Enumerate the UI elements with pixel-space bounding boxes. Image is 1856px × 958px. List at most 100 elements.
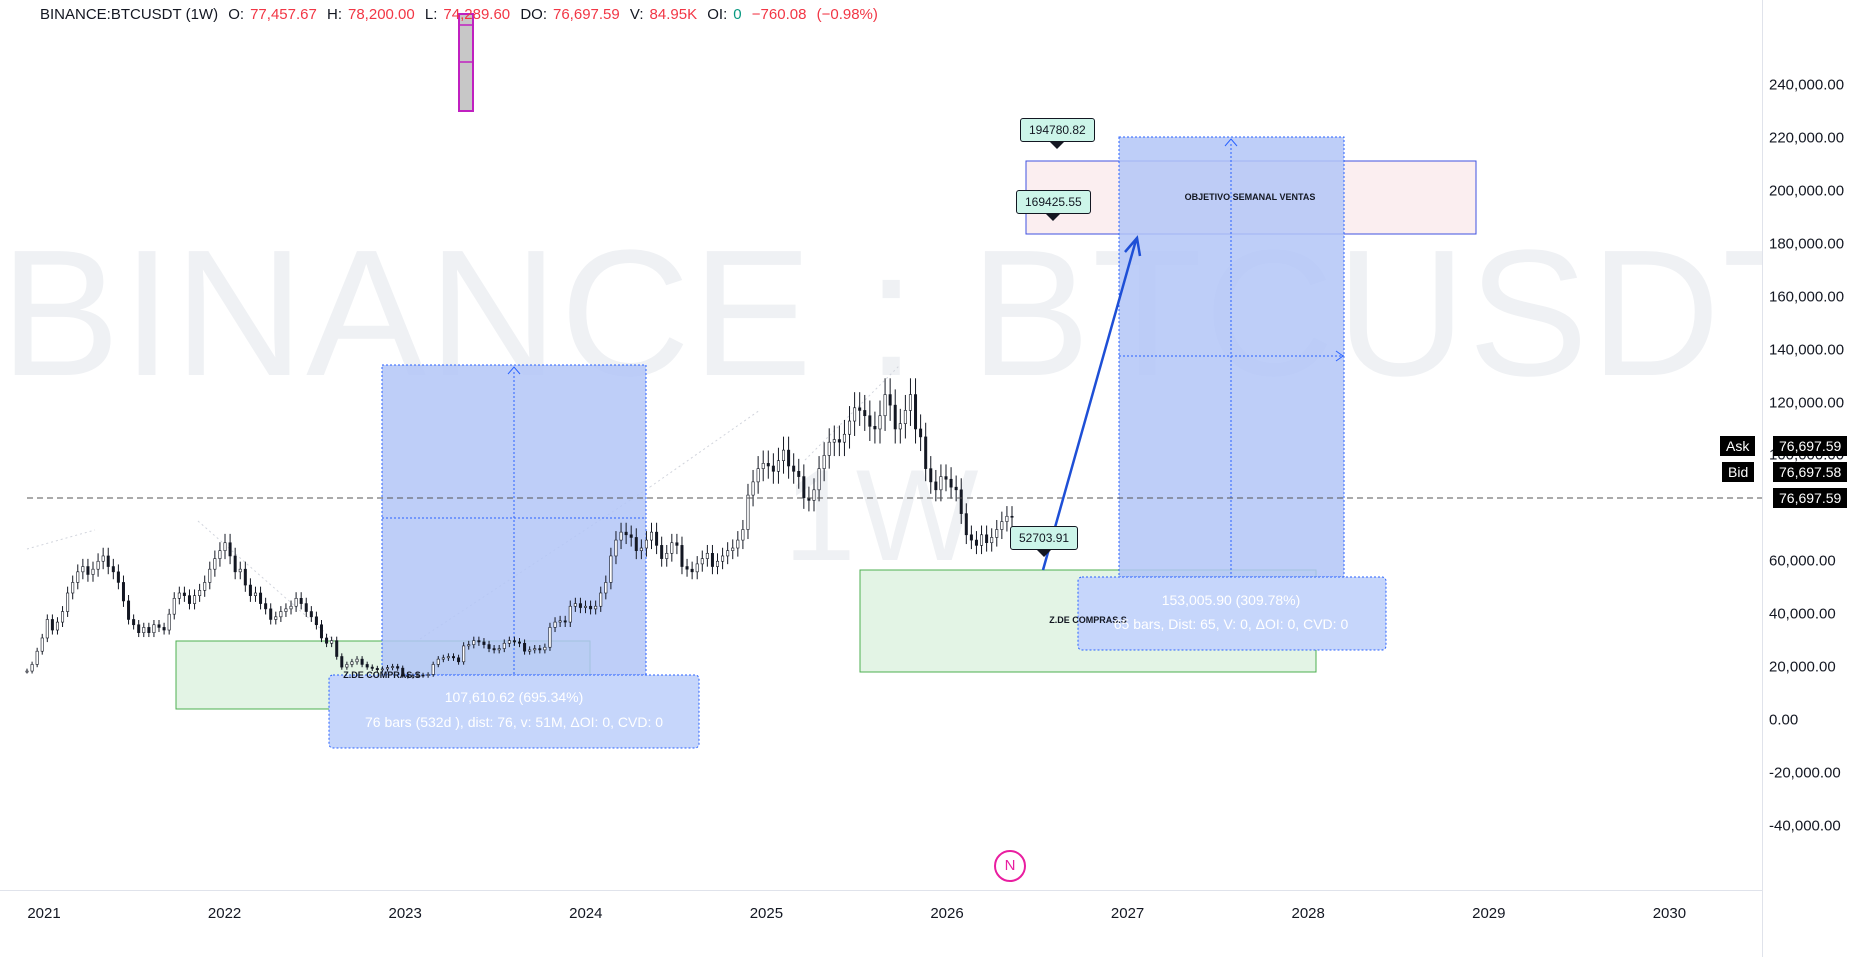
candle-body — [578, 603, 582, 608]
candle-body — [142, 627, 146, 633]
candle-body — [685, 566, 689, 570]
trend-line-left[interactable] — [26, 529, 96, 550]
candle-body — [208, 568, 212, 583]
candle-body — [548, 627, 552, 648]
candle-body — [934, 481, 938, 491]
candle-body — [462, 645, 466, 663]
candle-body — [782, 449, 786, 462]
time-tick: 2025 — [749, 905, 784, 922]
candle-body — [761, 463, 765, 469]
candle-body — [868, 415, 872, 427]
time-scale[interactable]: 2021 2022 2023 2024 2025 2026 2027 2028 2029 2030 — [0, 890, 1762, 958]
candle-body — [995, 529, 999, 538]
candle-body — [634, 537, 638, 551]
symbol-watermark: BINANCE : BTCUSDT — [0, 213, 1762, 414]
candle-body — [391, 666, 395, 668]
candle-body — [802, 476, 806, 499]
candle-body — [969, 534, 973, 541]
candle-body — [106, 555, 110, 567]
ask-label: Ask — [1720, 436, 1756, 456]
candle-body — [644, 539, 648, 549]
candle-body — [55, 621, 59, 631]
candle-body — [639, 547, 643, 551]
candle-body — [624, 531, 628, 536]
candle-body — [345, 664, 349, 668]
price-tick: 0.00 — [1769, 711, 1799, 729]
change-percent: (−0.98%) — [816, 6, 878, 23]
price-tick: 180,000.00 — [1769, 235, 1845, 253]
candle-body — [228, 542, 232, 557]
projection-arrow[interactable] — [1041, 239, 1138, 571]
news-badge[interactable]: N — [994, 850, 1026, 882]
candle-body — [710, 553, 714, 567]
candle-body — [86, 566, 90, 575]
candle-body — [319, 624, 323, 639]
candle-body — [162, 627, 166, 631]
candle-body — [568, 605, 572, 623]
measure-box-2-arrowhead-right — [1335, 350, 1344, 362]
candle-body — [594, 605, 598, 610]
candle-body — [908, 394, 912, 411]
candlestick-series[interactable] — [25, 378, 1014, 679]
candle-body — [827, 441, 831, 456]
candle-body — [330, 640, 334, 644]
callout-price-low[interactable]: 52703.91 — [1010, 526, 1079, 557]
candle-body — [878, 415, 882, 430]
price-tick: 220,000.00 — [1769, 129, 1845, 147]
candle-body — [665, 553, 669, 559]
candle-body — [863, 410, 867, 417]
candle-body — [477, 640, 481, 643]
price-scale[interactable]: 240,000.00 220,000.00 200,000.00 180,000.00… — [1762, 0, 1856, 957]
callout-price-high[interactable]: 194780.82 — [1020, 118, 1095, 149]
candle-body — [589, 605, 593, 610]
candle-body — [792, 465, 796, 472]
stat-box-1[interactable] — [328, 674, 700, 749]
candle-body — [66, 592, 70, 612]
candle-body — [898, 423, 902, 430]
candle-body — [619, 531, 623, 541]
candle-body — [797, 470, 801, 477]
candle-body — [446, 656, 450, 659]
low-value: 74,289.60 — [443, 6, 511, 23]
candle-body — [213, 558, 217, 570]
candle-body — [147, 627, 151, 633]
price-chart[interactable] — [0, 0, 1762, 890]
stat-box-2[interactable] — [1077, 576, 1387, 651]
candle-body — [721, 555, 725, 562]
candle-body — [45, 619, 49, 639]
callout-price-mid[interactable]: 169425.55 — [1016, 190, 1091, 221]
candle-body — [436, 658, 440, 665]
candle-body — [193, 595, 197, 604]
time-tick: 2021 — [27, 905, 61, 922]
symbol-label[interactable]: BINANCE:BTCUSDT (1W) — [40, 6, 219, 23]
projection-arrowhead — [1124, 235, 1142, 257]
price-tick: 20,000.00 — [1769, 658, 1836, 676]
measure-box-2-arrowhead — [1224, 138, 1238, 147]
candle-body — [299, 597, 303, 604]
candle-body — [385, 667, 389, 670]
candle-body — [314, 616, 318, 626]
time-tick: 2029 — [1472, 905, 1506, 922]
candle-body — [949, 478, 953, 488]
price-tick: 160,000.00 — [1769, 288, 1845, 306]
candle-body — [502, 642, 506, 649]
candle-body — [1010, 515, 1014, 518]
candle-body — [543, 646, 547, 651]
chart-area[interactable]: BINANCE : BTCUSDT 1W — [0, 0, 1762, 890]
ohlc-legend[interactable]: BINANCE:BTCUSDT (1W) O: 77,457.67 H: 78,20… — [40, 6, 884, 23]
time-tick: 2022 — [207, 905, 242, 922]
candle-body — [340, 656, 344, 668]
candle-body — [487, 644, 491, 649]
trend-line-diag-3[interactable] — [649, 409, 761, 488]
candle-body — [416, 674, 420, 677]
trend-line-diag-4[interactable] — [804, 364, 901, 461]
candle-body — [101, 555, 105, 562]
open-label: O: — [228, 6, 245, 23]
candle-body — [441, 657, 445, 660]
candle-body — [152, 624, 156, 633]
candle-body — [848, 420, 852, 435]
candle-body — [507, 640, 511, 644]
oi-label: OI: — [707, 6, 728, 23]
candle-body — [832, 439, 836, 443]
candle-body — [335, 640, 339, 657]
